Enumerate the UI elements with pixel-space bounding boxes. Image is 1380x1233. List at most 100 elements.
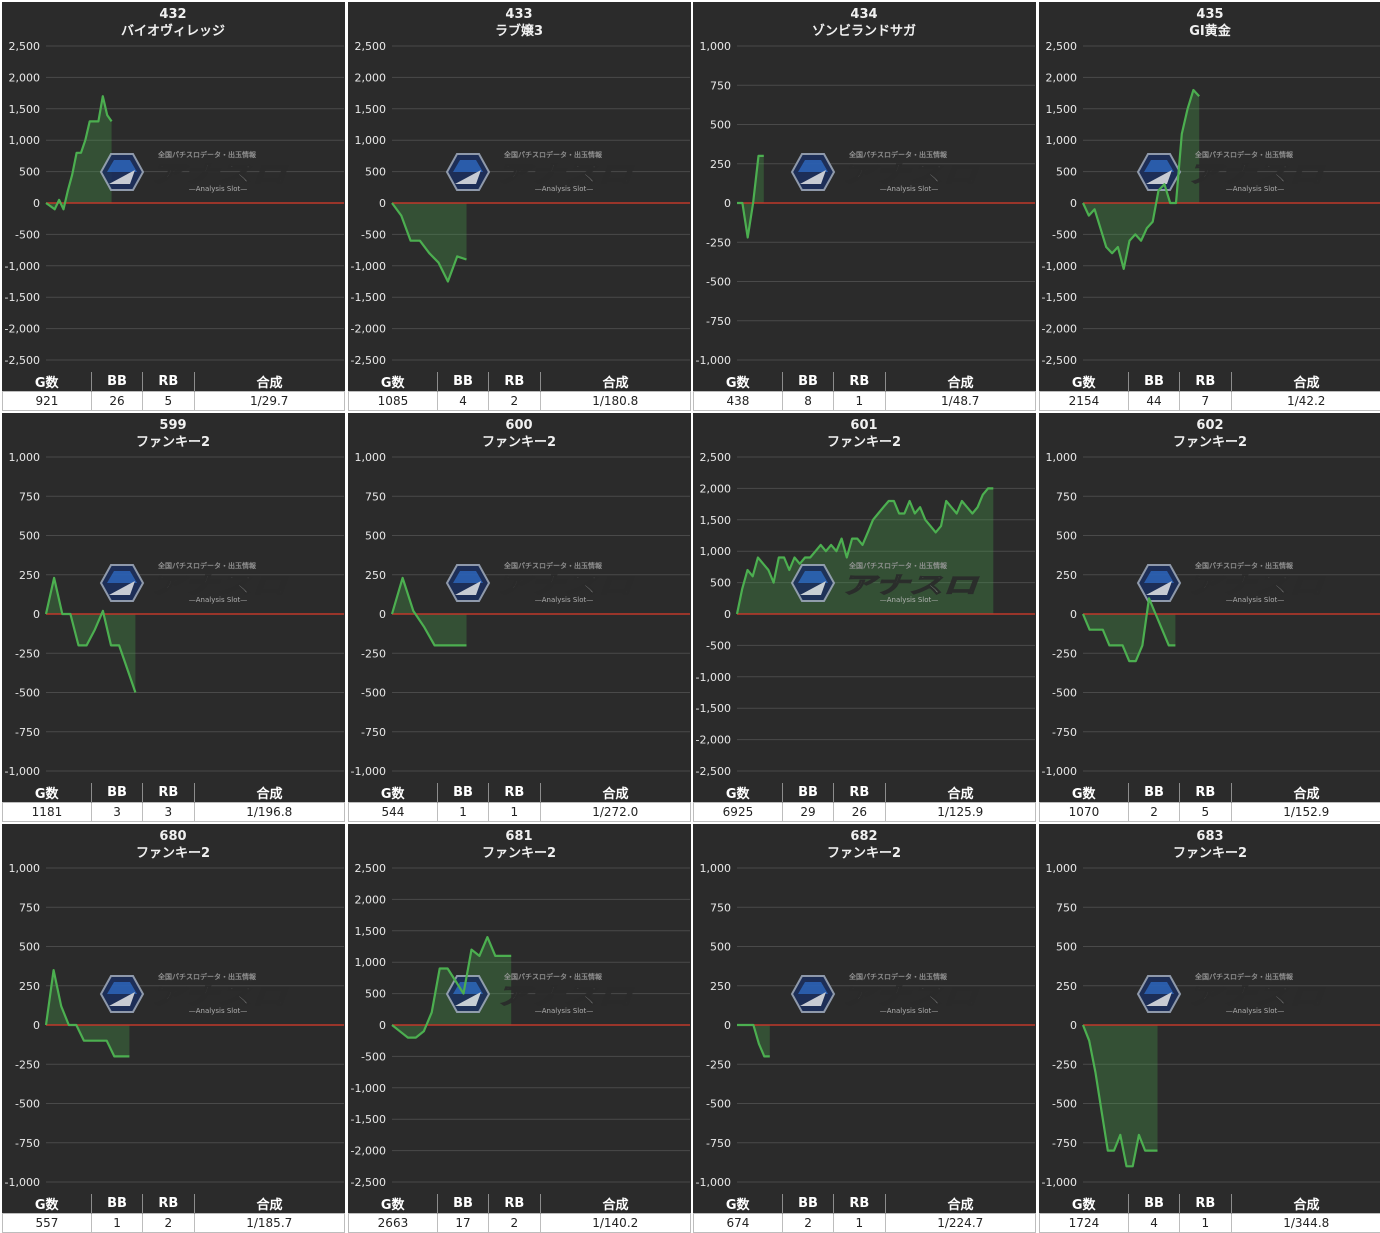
stats-header-bb: BB bbox=[91, 783, 144, 803]
y-tick-label: -250 bbox=[1052, 1058, 1077, 1071]
stats-table: G数 BB RB 合成 1724 4 1 1/344.8 bbox=[1039, 1194, 1380, 1233]
y-tick-label: 500 bbox=[1056, 941, 1077, 954]
machine-panel-432[interactable]: 432 バイオヴィレッジ 2,500 2,000 1,500 1,000 500 0 -500 -… bbox=[2, 2, 345, 411]
slump-line bbox=[737, 154, 764, 239]
stats-header-bb: BB bbox=[782, 783, 835, 803]
stats-header-games: G数 bbox=[693, 1194, 783, 1214]
watermark-title: アナスロ bbox=[1187, 162, 1326, 188]
stats-header-bb: BB bbox=[782, 1194, 835, 1214]
stats-header-bb: BB bbox=[91, 372, 144, 392]
slump-line bbox=[390, 576, 467, 647]
stats-value-rb: 1 bbox=[833, 391, 886, 411]
machine-panel-682[interactable]: 682 ファンキー2 1,000 750 500 250 0 -250 -500 -750 -1,0… bbox=[693, 824, 1036, 1233]
stats-header-games: G数 bbox=[348, 372, 438, 392]
stats-value-rb: 5 bbox=[142, 391, 195, 411]
watermark-subtitle: —Analysis Slot— bbox=[1226, 185, 1284, 193]
machine-number: 682 bbox=[850, 829, 877, 844]
machine-number: 601 bbox=[850, 418, 877, 433]
y-tick-label: 500 bbox=[710, 577, 731, 590]
y-tick-label: 1,000 bbox=[355, 451, 387, 464]
y-tick-label: -500 bbox=[361, 1050, 386, 1063]
slump-line bbox=[737, 1023, 770, 1058]
stats-header-combined: 合成 bbox=[540, 1194, 691, 1214]
machine-panel-599[interactable]: 599 ファンキー2 1,000 750 500 250 0 -250 -500 -750 -1,0… bbox=[2, 413, 345, 822]
stats-value-combined: 1/180.8 bbox=[539, 391, 691, 411]
stats-value-bb: 8 bbox=[781, 391, 835, 411]
stats-value-bb: 3 bbox=[90, 802, 144, 822]
slump-area bbox=[1083, 90, 1200, 269]
stats-header-games: G数 bbox=[1039, 1194, 1129, 1214]
stats-header-bb: BB bbox=[437, 1194, 490, 1214]
watermark-title: アナスロ bbox=[150, 984, 289, 1010]
machine-name: バイオヴィレッジ bbox=[121, 23, 225, 39]
y-tick-label: -500 bbox=[15, 228, 40, 241]
watermark-title: アナスロ bbox=[496, 162, 635, 188]
watermark-subtitle: —Analysis Slot— bbox=[880, 1007, 938, 1015]
y-tick-label: 0 bbox=[379, 1019, 386, 1032]
stats-header-rb: RB bbox=[833, 1194, 886, 1214]
watermark-tagline: 全国パチスロデータ・出玉情報 bbox=[503, 972, 603, 981]
stats-header-games: G数 bbox=[348, 1194, 438, 1214]
stats-value-games: 6925 bbox=[693, 802, 783, 822]
stats-value-rb: 1 bbox=[488, 802, 541, 822]
stats-value-rb: 2 bbox=[142, 1213, 195, 1233]
watermark-subtitle: —Analysis Slot— bbox=[535, 1007, 593, 1015]
watermark-title: アナスロ bbox=[1187, 984, 1326, 1010]
stats-value-bb: 1 bbox=[90, 1213, 144, 1233]
watermark-title: アナスロ bbox=[841, 162, 980, 188]
stats-value-combined: 1/344.8 bbox=[1230, 1213, 1380, 1233]
stats-header-rb: RB bbox=[833, 372, 886, 392]
y-tick-label: -1,000 bbox=[351, 765, 386, 778]
machine-number: 600 bbox=[505, 418, 532, 433]
y-tick-label: 2,500 bbox=[355, 40, 387, 53]
y-tick-label: 1,000 bbox=[9, 451, 41, 464]
stats-value-games: 921 bbox=[2, 391, 92, 411]
stats-header-combined: 合成 bbox=[885, 783, 1036, 803]
y-tick-label: 2,500 bbox=[355, 862, 387, 875]
stats-header-games: G数 bbox=[693, 783, 783, 803]
y-tick-label: 250 bbox=[710, 980, 731, 993]
y-tick-label: 750 bbox=[710, 901, 731, 914]
machine-panel-680[interactable]: 680 ファンキー2 1,000 750 500 250 0 -250 -500 -750 -1,0… bbox=[2, 824, 345, 1233]
y-tick-label: -1,000 bbox=[1042, 260, 1077, 273]
slump-line bbox=[735, 487, 994, 615]
y-tick-label: -1,000 bbox=[1042, 1176, 1077, 1189]
y-tick-label: 1,000 bbox=[700, 40, 732, 53]
slump-chart: 682 ファンキー2 1,000 750 500 250 0 -250 -500 -750 -1,0… bbox=[696, 829, 1035, 1189]
y-tick-label: -2,000 bbox=[351, 1145, 386, 1158]
slump-line bbox=[1081, 597, 1176, 663]
machine-panel-435[interactable]: 435 GI黄金 2,500 2,000 1,500 1,000 500 0 -500 -1,00… bbox=[1039, 2, 1380, 411]
y-tick-label: -2,000 bbox=[696, 734, 731, 747]
stats-table: G数 BB RB 合成 674 2 1 1/224.7 bbox=[693, 1194, 1036, 1233]
slump-chart: 680 ファンキー2 1,000 750 500 250 0 -250 -500 -750 -1,0… bbox=[5, 829, 344, 1189]
stats-table: G数 BB RB 合成 6925 29 26 1/125.9 bbox=[693, 783, 1036, 822]
stats-header-rb: RB bbox=[1179, 372, 1232, 392]
stats-value-bb: 4 bbox=[436, 391, 490, 411]
machine-panel-434[interactable]: 434 ゾンビランドサガ 1,000 750 500 250 0 -250 -500 -750 -1… bbox=[693, 2, 1036, 411]
stats-value-combined: 1/272.0 bbox=[539, 802, 691, 822]
watermark-subtitle: —Analysis Slot— bbox=[1226, 596, 1284, 604]
stats-header-rb: RB bbox=[488, 372, 541, 392]
machine-panel-600[interactable]: 600 ファンキー2 1,000 750 500 250 0 -250 -500 -750 -1,0… bbox=[348, 413, 691, 822]
stats-header-games: G数 bbox=[2, 783, 92, 803]
watermark-tagline: 全国パチスロデータ・出玉情報 bbox=[1194, 972, 1294, 981]
stats-value-bb: 2 bbox=[781, 1213, 835, 1233]
machine-panel-433[interactable]: 433 ラブ嬢3 2,500 2,000 1,500 1,000 500 0 -500 -1,00… bbox=[348, 2, 691, 411]
y-tick-label: -500 bbox=[361, 228, 386, 241]
machine-panel-683[interactable]: 683 ファンキー2 1,000 750 500 250 0 -250 -500 -750 -1,0… bbox=[1039, 824, 1380, 1233]
watermark-tagline: 全国パチスロデータ・出玉情報 bbox=[848, 150, 948, 159]
watermark-title: アナスロ bbox=[496, 984, 635, 1010]
slump-area bbox=[392, 577, 467, 646]
machine-number: 680 bbox=[159, 829, 186, 844]
machine-panel-681[interactable]: 681 ファンキー2 2,500 2,000 1,500 1,000 500 0 -500 -1,… bbox=[348, 824, 691, 1233]
machine-panel-602[interactable]: 602 ファンキー2 1,000 750 500 250 0 -250 -500 -750 -1,0… bbox=[1039, 413, 1380, 822]
stats-value-bb: 2 bbox=[1127, 802, 1181, 822]
machine-panel-601[interactable]: 601 ファンキー2 2,500 2,000 1,500 1,000 500 0 -500 -1,… bbox=[693, 413, 1036, 822]
y-tick-label: 0 bbox=[1070, 197, 1077, 210]
y-tick-label: -250 bbox=[706, 236, 731, 249]
